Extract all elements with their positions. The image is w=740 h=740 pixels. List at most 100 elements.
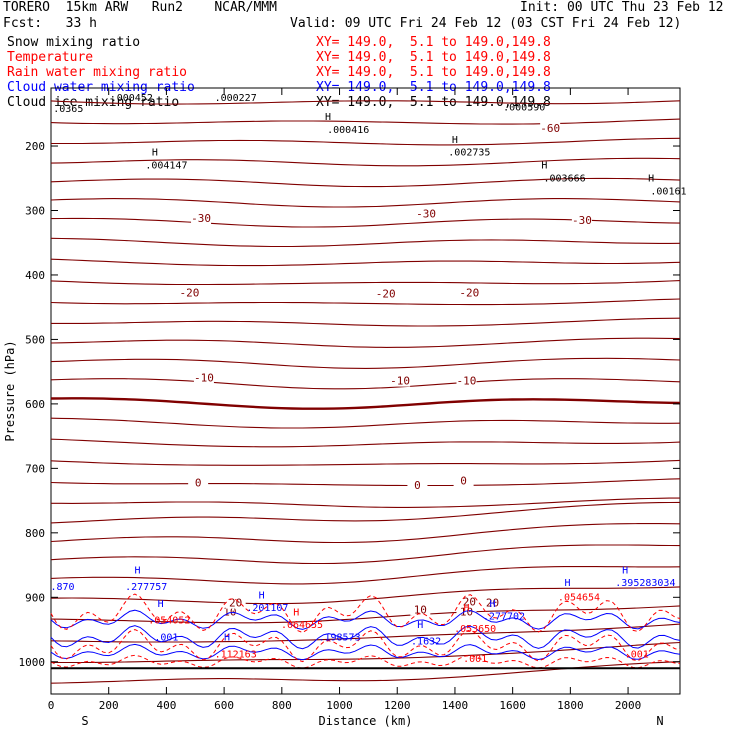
high-marker: H [648, 173, 654, 184]
valid-time: Valid: 09 UTC Fri 24 Feb 12 (03 CST Fri … [290, 16, 682, 31]
y-axis-title: Pressure (hPa) [3, 340, 17, 441]
high-marker: H [489, 599, 495, 610]
isotherm-line [50, 501, 681, 524]
isotherm-line [50, 198, 681, 208]
isotherm-line [50, 357, 681, 369]
x-tick-label: 1000 [326, 699, 353, 712]
contour-label: -30 [191, 212, 211, 225]
model-title: TORERO 15km ARW Run2 NCAR/MMM [3, 0, 277, 15]
isotherm-line [51, 497, 680, 508]
rain-contour [50, 629, 681, 663]
x-tick-label: 800 [272, 699, 292, 712]
y-tick-label: 800 [25, 527, 45, 540]
contour-label: -10 [194, 371, 214, 384]
contour-label: 0 [460, 475, 467, 488]
contour-label-bg [540, 121, 561, 134]
max-value-label: .1632 [411, 637, 441, 648]
contour-label-bg [179, 286, 200, 299]
y-tick-label: 700 [25, 462, 45, 475]
x-tick-label: 1600 [499, 699, 526, 712]
max-value-label: .001 [463, 654, 487, 665]
high-marker: H [158, 599, 164, 610]
contour-label: 20 [486, 597, 499, 610]
contour-label-bg [410, 603, 431, 616]
x-tick-label: 400 [156, 699, 176, 712]
isotherm-line [50, 459, 681, 466]
x-tick-label: 200 [99, 699, 119, 712]
max-value-label: .201107 [246, 603, 288, 614]
isotherm-line [50, 566, 681, 585]
high-marker: H [452, 135, 458, 146]
contour-label: -30 [572, 214, 592, 227]
max-value-label: .277757 [125, 582, 167, 593]
legend-temperature-loc: XY= 149.0, 5.1 to 149.0,149.8 [316, 50, 551, 65]
contour-label-bg [390, 374, 411, 387]
max-value-label: .004147 [145, 161, 187, 172]
init-time: Init: 00 UTC Thu 23 Feb 12 [520, 0, 724, 15]
contour-label: -30 [416, 208, 436, 221]
contour-label-bg [407, 479, 428, 492]
y-tick-label: 200 [25, 140, 45, 153]
rain-contour [50, 654, 681, 669]
contour-label: 10 [414, 603, 427, 616]
y-tick-label: 400 [25, 269, 45, 282]
max-value-label: .001 [154, 632, 178, 643]
isotherm-line [50, 586, 681, 605]
isotherm-line [51, 137, 681, 146]
isotherm-line [50, 378, 681, 390]
high-marker: H [224, 632, 230, 643]
contour-label-bg [416, 207, 437, 220]
contour-label: -20 [180, 286, 200, 299]
isotherm-line [50, 118, 681, 125]
isotherm-line [50, 157, 681, 167]
high-marker: H [463, 603, 469, 614]
cloud-water-contour [50, 643, 681, 661]
max-value-label: .053650 [454, 624, 496, 635]
south-label: S [81, 714, 88, 728]
contour-label: -10 [457, 375, 477, 388]
x-tick-label: 600 [214, 699, 234, 712]
max-value-label: .198573 [318, 632, 360, 643]
isotherm-line [50, 523, 681, 544]
isotherm-line [50, 623, 681, 643]
isotherm-line [50, 237, 681, 248]
y-tick-label: 500 [25, 333, 45, 346]
max-value-label: .002735 [448, 148, 490, 159]
contour-label-bg [191, 212, 212, 225]
contour-label: -60 [540, 122, 560, 135]
isotherm-line [50, 280, 681, 286]
max-value-label: .277702 [483, 612, 525, 623]
contour-label: -10 [390, 375, 410, 388]
contour-label: 0 [414, 479, 421, 492]
isotherm-line [50, 177, 681, 188]
max-value-label: .064655 [281, 620, 323, 631]
high-marker: H [152, 148, 158, 159]
isotherm-line [50, 258, 681, 267]
contour-label-bg [482, 596, 503, 609]
contour-label-bg [571, 214, 592, 227]
y-tick-label: 300 [25, 204, 45, 217]
contour-label-bg [459, 286, 480, 299]
legend-snow-name: Snow mixing ratio [7, 35, 141, 50]
isotherm-line [50, 438, 681, 448]
legend-cloud-ice-name: Cloud ice mixing ratio [7, 95, 180, 110]
max-value-label: .001 [625, 649, 649, 660]
x-tick-label: 2000 [615, 699, 642, 712]
plot-frame [50, 87, 681, 695]
y-tick-label: 1000 [19, 656, 46, 669]
high-marker: H [417, 620, 423, 631]
isotherm-line [50, 417, 681, 429]
max-value-label: .054654 [558, 592, 600, 603]
contour-label: 10 [460, 605, 473, 618]
cloud-water-contour [50, 609, 681, 630]
max-value-label: .003666 [544, 173, 586, 184]
isotherm-line [50, 661, 681, 684]
high-marker: H [259, 591, 265, 602]
max-value-label: .000227 [215, 93, 257, 104]
x-tick-label: 1200 [384, 699, 411, 712]
max-value-label: .000452 [111, 93, 153, 104]
high-marker: H [325, 112, 331, 123]
isotherm-line [50, 100, 681, 105]
cloud-water-contour [50, 625, 681, 650]
